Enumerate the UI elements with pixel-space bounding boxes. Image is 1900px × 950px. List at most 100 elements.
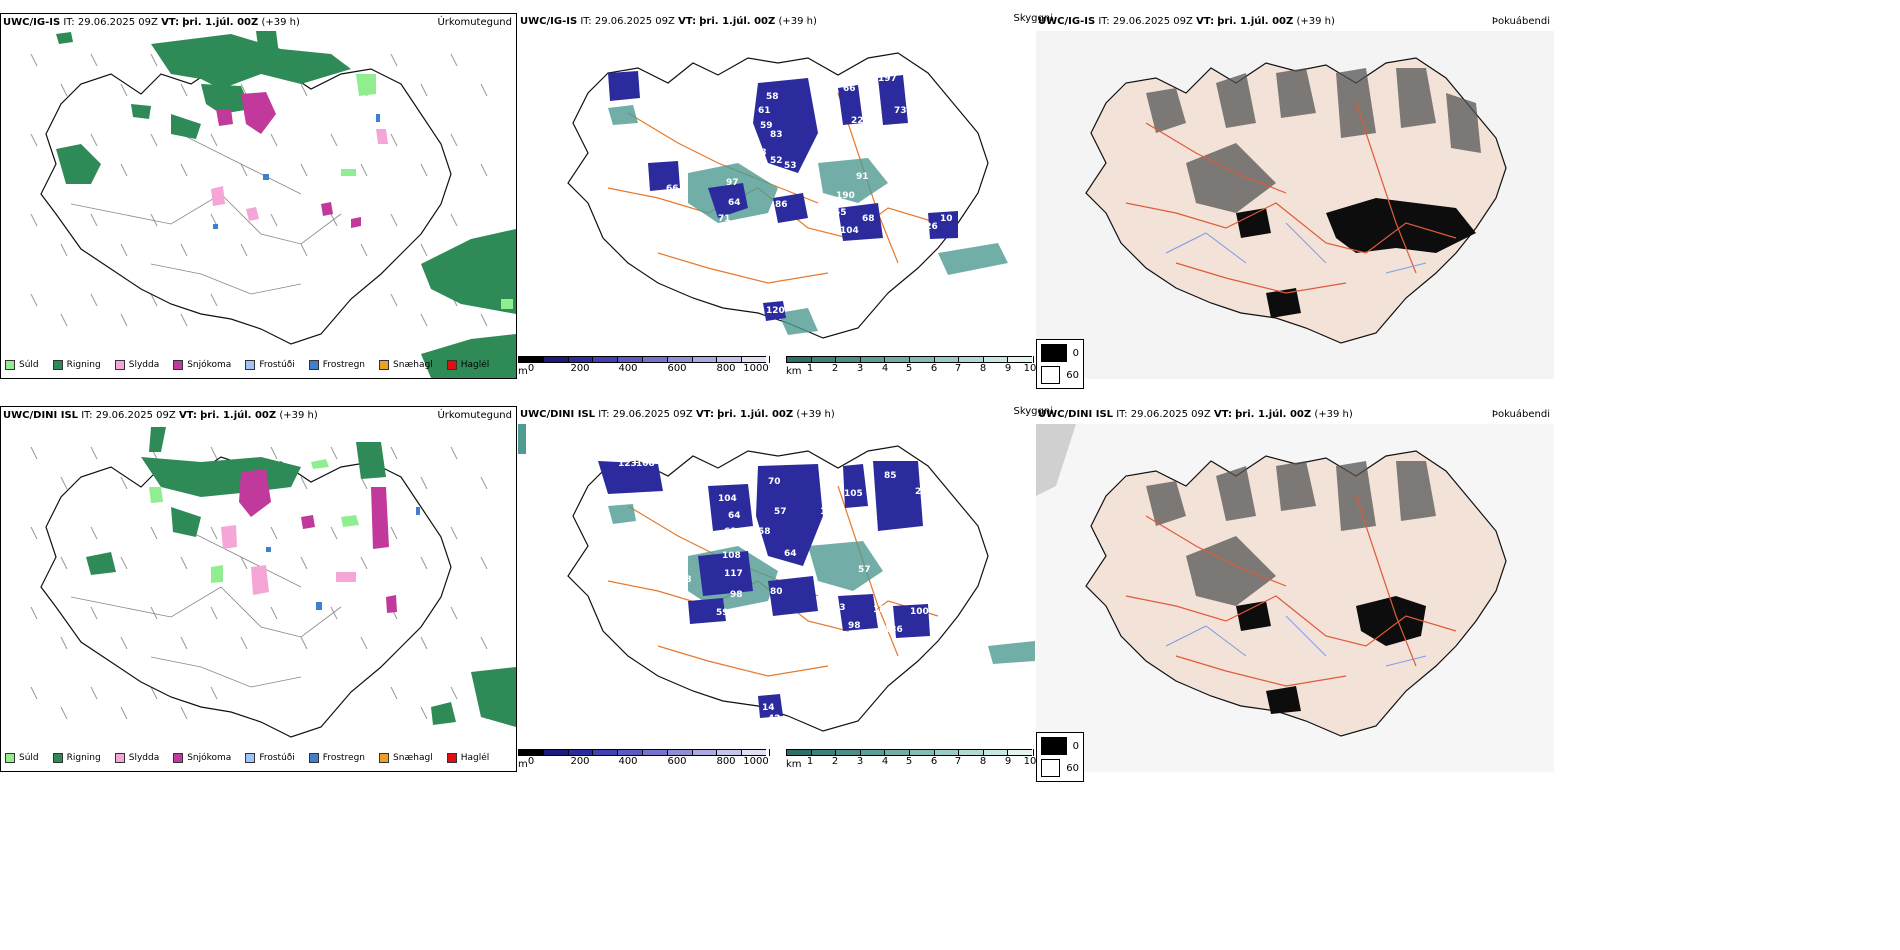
svg-text:101: 101 — [668, 94, 687, 104]
svg-text:104: 104 — [718, 494, 737, 504]
svg-text:123: 123 — [873, 605, 892, 615]
panel-tag: Þokuábendi — [1491, 16, 1550, 27]
legend-swatch — [446, 360, 457, 370]
panel-tag: Skyggni — [1013, 13, 1053, 24]
svg-text:86: 86 — [775, 200, 788, 210]
svg-text:69: 69 — [708, 146, 721, 156]
svg-text:59: 59 — [746, 697, 759, 707]
svg-text:55: 55 — [834, 208, 847, 218]
legend-item: Frostúði — [245, 360, 295, 370]
svg-text:42: 42 — [768, 714, 781, 724]
legend-item: Súld — [5, 753, 39, 763]
panel-tag: Skyggni — [1013, 406, 1053, 417]
svg-text:70: 70 — [768, 477, 781, 487]
svg-text:11: 11 — [820, 507, 833, 517]
svg-text:117: 117 — [724, 569, 743, 579]
svg-text:61: 61 — [758, 106, 771, 116]
legend-item: Frostregn — [308, 753, 365, 763]
svg-text:59: 59 — [760, 121, 773, 131]
cloudbase-colorbar: 0 200 400 600 800 1000 m — [518, 356, 770, 377]
svg-text:98: 98 — [848, 621, 861, 631]
legend-item: Rigning — [52, 753, 101, 763]
legend-swatch — [173, 360, 184, 370]
fog-panel-bottom: UWC/DINI ISL IT: 29.06.2025 09Z VT: þri.… — [1036, 406, 1554, 782]
svg-text:88: 88 — [821, 98, 834, 108]
svg-text:120: 120 — [766, 306, 785, 316]
svg-text:58: 58 — [758, 527, 771, 537]
cloud-map: 197 58 66 61 59 88 125 101 73 83 79 22 1… — [567, 52, 1008, 339]
fog-panel-top: UWC/IG-IS IT: 29.06.2025 09Z VT: þri. 1.… — [1036, 13, 1554, 389]
legend-swatch — [245, 753, 256, 763]
legend-item: Haglél — [446, 753, 489, 763]
svg-text:125: 125 — [724, 106, 743, 116]
svg-text:91: 91 — [856, 172, 869, 182]
legend-item: Snæhagl — [379, 753, 433, 763]
legend-swatch — [52, 753, 63, 763]
iceland-outline — [567, 52, 989, 339]
svg-text:25: 25 — [915, 487, 928, 497]
iceland-outline — [40, 456, 452, 738]
legend-swatch — [5, 360, 15, 370]
svg-text:57: 57 — [858, 565, 871, 575]
svg-text:73: 73 — [894, 106, 907, 116]
svg-text:52: 52 — [770, 156, 783, 166]
legend-swatch — [308, 753, 319, 763]
svg-text:136: 136 — [884, 625, 903, 635]
svg-text:126: 126 — [919, 222, 938, 232]
fog-legend: 0 60 — [1036, 732, 1084, 782]
svg-text:63: 63 — [833, 603, 846, 613]
svg-text:10: 10 — [940, 214, 953, 224]
svg-text:108: 108 — [722, 551, 741, 561]
fog-legend: 0 60 — [1036, 339, 1084, 389]
svg-text:64: 64 — [784, 549, 797, 559]
svg-text:63: 63 — [724, 527, 737, 537]
legend-item: Frostúði — [245, 753, 295, 763]
legend-swatch — [114, 753, 125, 763]
svg-text:80: 80 — [770, 587, 783, 597]
legend-swatch — [114, 360, 125, 370]
panel-title: UWC/IG-IS IT: 29.06.2025 09Z VT: þri. 1.… — [3, 17, 300, 28]
svg-text:197: 197 — [878, 74, 897, 84]
svg-text:41: 41 — [746, 542, 759, 552]
panel-tag: Þokuábendi — [1491, 409, 1550, 420]
svg-text:68: 68 — [862, 214, 875, 224]
svg-text:66: 66 — [666, 184, 679, 194]
visibility-colorbar: 1 2 3 4 5 6 7 8 9 10 km — [786, 356, 1036, 377]
cloud-panel-top: UWC/IG-IS IT: 29.06.2025 09Z VT: þri. 1.… — [518, 13, 1053, 379]
legend-swatch — [173, 753, 184, 763]
cloud-panel-bottom: UWC/DINI ISL IT: 29.06.2025 09Z VT: þri.… — [518, 406, 1053, 772]
legend-item: Snjókoma — [173, 360, 231, 370]
fog-map — [1036, 424, 1554, 772]
legend-item: Súld — [5, 360, 39, 370]
legend-item: Slydda — [114, 360, 159, 370]
panel-title: UWC/IG-IS IT: 29.06.2025 09Z VT: þri. 1.… — [520, 16, 817, 27]
svg-text:100: 100 — [910, 607, 929, 617]
svg-text:66: 66 — [843, 84, 856, 94]
svg-text:78: 78 — [754, 148, 767, 158]
legend-item: Frostregn — [308, 360, 365, 370]
svg-text:59: 59 — [716, 608, 729, 618]
svg-text:42: 42 — [744, 316, 757, 326]
legend-swatch — [379, 753, 390, 763]
svg-text:105: 105 — [844, 489, 863, 499]
cloud-map: 123 108 88 104 64 70 58 85 105 57 11 25 … — [518, 424, 1035, 732]
legend-item: Snjókoma — [173, 753, 231, 763]
panel-title: UWC/DINI ISL IT: 29.06.2025 09Z VT: þri.… — [1038, 409, 1353, 420]
svg-text:14: 14 — [762, 286, 775, 296]
panel-tag: Úrkomutegund — [437, 410, 512, 421]
svg-text:20: 20 — [928, 136, 941, 146]
legend-item: Rigning — [52, 360, 101, 370]
legend-swatch — [446, 753, 457, 763]
legend-swatch — [308, 360, 319, 370]
precip-panel-bottom: UWC/DINI ISL IT: 29.06.2025 09Z VT: þri.… — [0, 406, 517, 772]
precip-legend: Súld Rigning Slydda Snjókoma Frostúði Fr… — [5, 360, 503, 370]
svg-text:108: 108 — [636, 459, 655, 469]
svg-text:58: 58 — [766, 92, 779, 102]
svg-text:79: 79 — [768, 328, 781, 338]
precip-map — [30, 31, 516, 378]
svg-text:98: 98 — [730, 590, 743, 600]
svg-text:57: 57 — [774, 507, 787, 517]
cloud-value-labels: 197 58 66 61 59 88 125 101 73 83 79 22 1… — [633, 74, 953, 338]
svg-text:14: 14 — [762, 703, 775, 713]
iceland-outline — [40, 63, 452, 345]
